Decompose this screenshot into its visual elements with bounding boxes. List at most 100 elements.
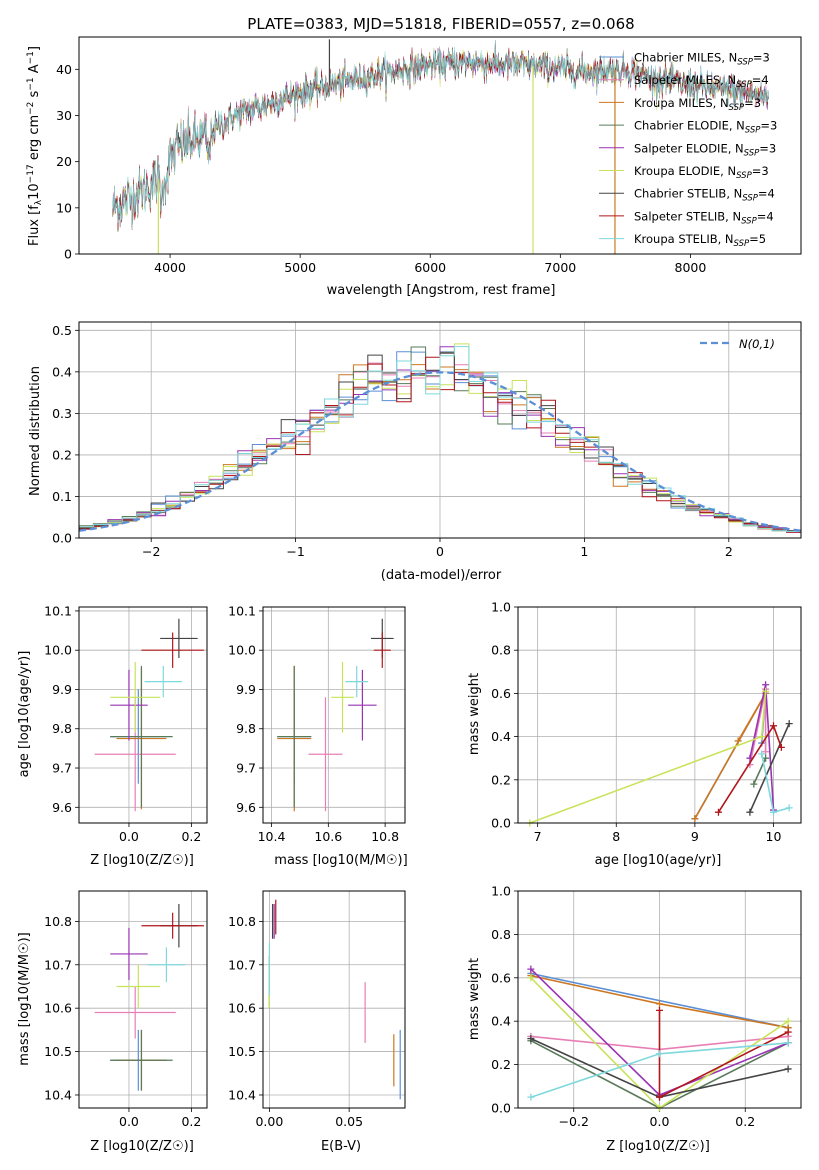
residuals-xtick-label-4: 2 (725, 544, 733, 559)
mass_vs_ebv-ytick-label-4: 10.8 (228, 914, 256, 929)
weight_vs_Z-ytick-label-0: 0.0 (491, 1101, 511, 1116)
mass_vs_ebv-ytick-label-1: 10.5 (228, 1044, 256, 1059)
spectrum-ytick-label-0: 0 (64, 247, 72, 262)
residuals-ytick-label-1: 0.1 (52, 489, 72, 504)
spectrum-ytick-label-2: 20 (56, 154, 72, 169)
weight_vs_Z-marker-7-1 (656, 1093, 663, 1101)
residuals-xtick-label-3: 1 (580, 544, 588, 559)
weight-vs-metallicity-panel: −0.2 0.0 0.2 0.0 0.2 0.4 0.6 0.8 1.0 (491, 884, 802, 1129)
age-vs-metallicity-panel: 0.0 0.2 9.6 9.7 9.8 9.9 10.0 10.1 (44, 603, 208, 844)
weight_vs_age-ytick-label-4: 0.8 (491, 643, 511, 658)
weight_vs_Z-xtick-label-2: 0.2 (735, 1114, 755, 1129)
weight_vs_Z-marker-7-2 (784, 1028, 792, 1036)
residuals-xtick-label-1: −1 (286, 544, 304, 559)
normal-legend-label: N(0,1) (739, 337, 775, 351)
mass_vs_Z-xtick-label-1: 0.2 (181, 1114, 201, 1129)
spectrum-frame (78, 36, 802, 255)
legend-label-7: Salpeter STELIB, NSSP=4 (634, 209, 774, 226)
weight_vs_age-marker-5-1 (758, 733, 766, 741)
age_vs_mass-ytick-label-4: 10.0 (228, 643, 256, 658)
weight_vs_age-series-6 (749, 723, 790, 813)
weight_vs_Z-frame (517, 890, 802, 1109)
weight_vs_Z-ytick-label-1: 0.2 (491, 1057, 511, 1072)
weight_vs_age-marker-3-0 (750, 780, 758, 788)
age-vs-metallicity-ylabel: age [log10(age/yr)] (17, 651, 32, 778)
weight_vs_age-marker-8-1 (769, 808, 777, 816)
weight_vs_age-ytick-label-1: 0.2 (491, 772, 511, 787)
weight-vs-metallicity-ylabel: mass weight (467, 958, 482, 1040)
residuals-ylabel: Normed distribution (28, 366, 43, 496)
weight_vs_age-series-8 (760, 753, 790, 814)
legend-label-5: Kroupa ELODIE, NSSP=3 (634, 164, 769, 181)
age-vs-mass-panel: 10.4 10.6 10.8 9.6 9.7 9.8 9.9 10.0 10.1 (228, 603, 406, 844)
age_vs_mass-xtick-label-2: 10.8 (371, 829, 399, 844)
weight_vs_Z-ytick-label-4: 0.8 (491, 927, 511, 942)
mass_vs_ebv-xtick-label-1: 0.05 (335, 1114, 363, 1129)
spectrum-xtick-label-2: 6000 (414, 260, 446, 275)
mass_vs_Z-xtick-label-0: 0.0 (119, 1114, 139, 1129)
spectrum-xtick-label-3: 7000 (544, 260, 576, 275)
weight_vs_age-ytick-label-0: 0.0 (491, 816, 511, 831)
age_vs_Z-ytick-label-1: 9.7 (52, 761, 72, 776)
residuals-panel: −2 −1 0 1 2 0.0 0.1 0.2 0.3 0.4 0.5 N(0,1) (52, 321, 802, 559)
mass_vs_Z-ytick-label-1: 10.5 (44, 1044, 72, 1059)
residuals-ytick-label-0: 0.0 (52, 531, 72, 546)
age_vs_Z-xtick-label-0: 0.0 (119, 829, 139, 844)
weight_vs_age-xtick-label-1: 8 (612, 829, 620, 844)
spectrum-ytick-label-1: 10 (56, 200, 72, 215)
spectrum-ylabel: Flux [fλ10−17 erg cm−2 s−1 A−1] (26, 46, 44, 246)
mass-vs-ebv-xlabel: E(B-V) (321, 1139, 361, 1154)
weight_vs_Z-marker-8-1 (656, 1050, 663, 1058)
spectrum-ytick-label-4: 40 (56, 62, 72, 77)
weight_vs_Z-marker-5-2 (784, 1017, 792, 1025)
mass_vs_ebv-ytick-label-3: 10.7 (228, 957, 256, 972)
weight_vs_age-marker-2-0 (691, 815, 699, 823)
weight_vs_age-ytick-label-3: 0.6 (491, 686, 511, 701)
weight_vs_Z-xtick-label-0: −0.2 (559, 1114, 589, 1129)
weight_vs_age-xtick-label-0: 7 (534, 829, 542, 844)
mass_vs_Z-frame (78, 890, 208, 1109)
mass_vs_Z-ytick-label-0: 10.4 (44, 1087, 72, 1102)
mass_vs_Z-ytick-label-4: 10.8 (44, 914, 72, 929)
residuals-ytick-label-5: 0.5 (52, 323, 72, 338)
age_vs_Z-frame (78, 606, 208, 824)
weight_vs_Z-marker-4-0 (527, 965, 535, 973)
weight_vs_Z-xtick-label-1: 0.0 (650, 1114, 670, 1129)
weight_vs_age-marker-6-1 (785, 720, 793, 728)
weight_vs_Z-series-3 (530, 1039, 789, 1108)
mass_vs_Z-ytick-label-2: 10.6 (44, 1001, 72, 1016)
weight_vs_Z-series-5 (530, 977, 789, 1108)
age_vs_mass-ytick-label-0: 9.6 (236, 800, 256, 815)
weight_vs_Z-marker-8-2 (784, 1039, 792, 1047)
weight_vs_age-marker-4-1 (762, 681, 770, 689)
age_vs_mass-xtick-label-1: 10.6 (314, 829, 342, 844)
weight_vs_Z-marker-7-0 (656, 1006, 663, 1014)
residuals-ytick-label-3: 0.3 (52, 406, 72, 421)
weight_vs_age-marker-5-2 (762, 687, 770, 695)
residuals-frame (78, 321, 802, 539)
age_vs_Z-ytick-label-3: 9.9 (52, 682, 72, 697)
weight_vs_Z-ytick-label-5: 1.0 (491, 884, 511, 899)
mass_vs_Z-ytick-label-3: 10.7 (44, 957, 72, 972)
weight_vs_age-marker-8-2 (785, 804, 793, 812)
weight_vs_age-marker-2-2 (734, 737, 742, 745)
mass-vs-metallicity-xlabel: Z [log10(Z/Z☉)] (90, 1139, 194, 1154)
legend-label-1: Salpeter MILES, NSSP=4 (634, 73, 769, 90)
age_vs_Z-ytick-label-4: 10.0 (44, 643, 72, 658)
mass-vs-ebv-panel: 0.00 0.05 10.4 10.5 10.6 10.7 10.8 (228, 890, 406, 1129)
weight_vs_age-xtick-label-3: 10 (766, 829, 782, 844)
weight_vs_age-series-7 (717, 723, 783, 813)
histogram-series-8 (79, 346, 801, 534)
legend-label-2: Kroupa MILES, NSSP=3 (634, 96, 761, 113)
spectrum-xlabel: wavelength [Angstrom, rest frame] (327, 283, 556, 298)
mass-vs-metallicity-panel: 0.0 0.2 10.4 10.5 10.6 10.7 10.8 (44, 890, 208, 1129)
weight_vs_Z-ytick-label-3: 0.6 (491, 970, 511, 985)
mass_vs_ebv-frame (262, 890, 406, 1109)
age_vs_Z-ytick-label-5: 10.1 (44, 603, 72, 618)
weight_vs_age-ytick-label-5: 1.0 (491, 600, 511, 615)
age-vs-mass-xlabel: mass [log10(M/M☉)] (274, 853, 407, 868)
age_vs_mass-ytick-label-3: 9.9 (236, 682, 256, 697)
weight-vs-age-ylabel: mass weight (467, 673, 482, 755)
age_vs_mass-ytick-label-1: 9.7 (236, 761, 256, 776)
